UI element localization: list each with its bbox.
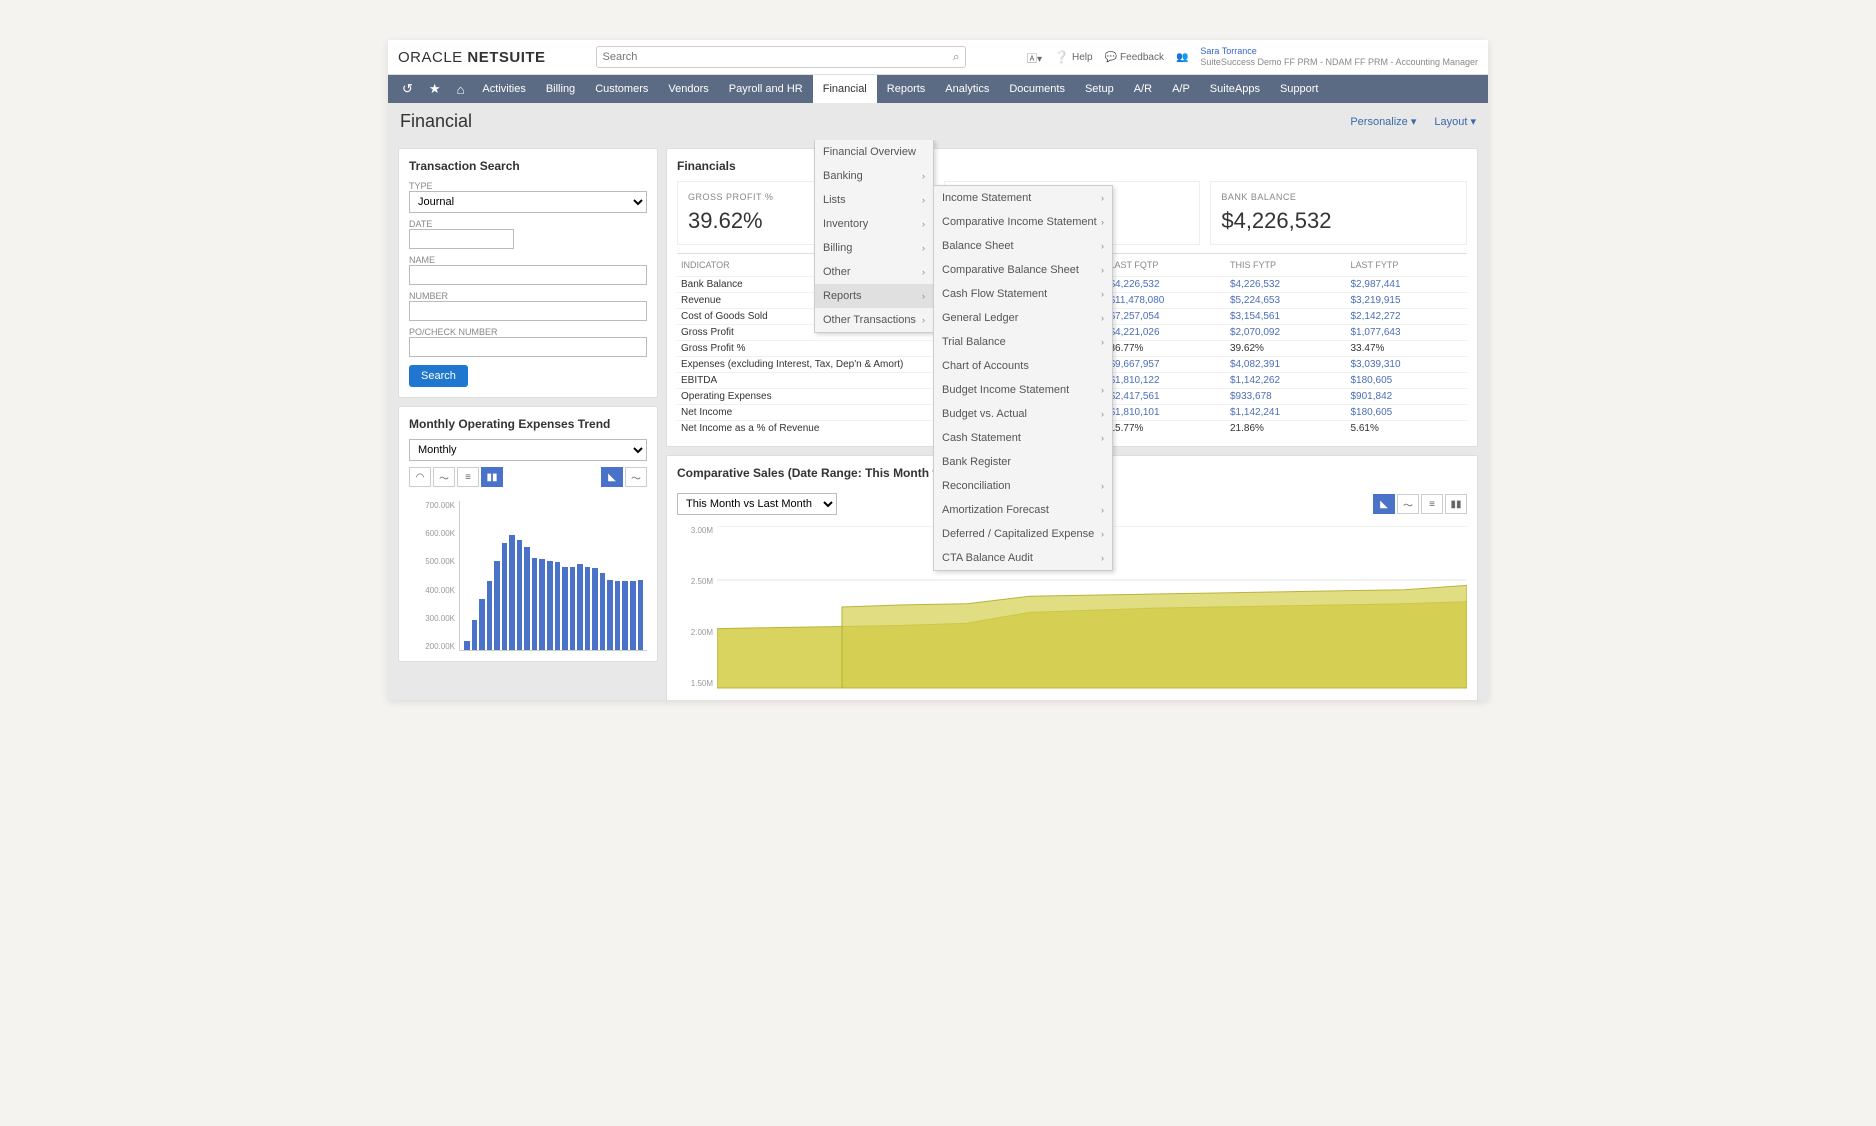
menu-reports[interactable]: Reports› xyxy=(815,284,933,308)
user-role: SuiteSuccess Demo FF PRM - NDAM FF PRM -… xyxy=(1200,57,1478,68)
menu-banking[interactable]: Banking› xyxy=(815,164,933,188)
kpi: BANK BALANCE$4,226,532 xyxy=(1210,181,1467,245)
main-nav: ↺ ★ ⌂ ActivitiesBillingCustomersVendorsP… xyxy=(388,75,1488,103)
roles-icon[interactable]: 👥 xyxy=(1176,52,1188,63)
menu-other-transactions[interactable]: Other Transactions› xyxy=(815,308,933,332)
pocheck-input[interactable] xyxy=(409,337,647,357)
chart-area-icon[interactable]: ◠ xyxy=(409,467,431,487)
chart-line2-icon[interactable]: 〜 xyxy=(625,467,647,487)
nav-a-p[interactable]: A/P xyxy=(1162,75,1200,103)
menu-trial-balance[interactable]: Trial Balance› xyxy=(934,330,1112,354)
favorites-icon[interactable]: ★ xyxy=(421,81,449,97)
nav-financial[interactable]: Financial xyxy=(813,75,877,103)
nav-activities[interactable]: Activities xyxy=(472,75,535,103)
name-input[interactable] xyxy=(409,265,647,285)
chart-line-icon[interactable]: 〜 xyxy=(433,467,455,487)
financial-menu: Financial OverviewBanking›Lists›Inventor… xyxy=(814,140,934,333)
menu-general-ledger[interactable]: General Ledger› xyxy=(934,306,1112,330)
menu-cta-balance-audit[interactable]: CTA Balance Audit› xyxy=(934,546,1112,570)
menu-income-statement[interactable]: Income Statement› xyxy=(934,186,1112,210)
global-search: ⌕ xyxy=(596,46,966,68)
feedback-link[interactable]: 💬Feedback xyxy=(1105,52,1164,63)
language-icon[interactable]: 🄰▾ xyxy=(1027,50,1042,65)
page-bar: Financial Personalize ▾ Layout ▾ xyxy=(388,103,1488,140)
menu-bank-register[interactable]: Bank Register xyxy=(934,450,1112,474)
user-name: Sara Torrance xyxy=(1200,46,1478,57)
menu-billing[interactable]: Billing› xyxy=(815,236,933,260)
nav-payroll-and-hr[interactable]: Payroll and HR xyxy=(719,75,813,103)
nav-support[interactable]: Support xyxy=(1270,75,1329,103)
dashboard-body: Financial OverviewBanking›Lists›Inventor… xyxy=(388,140,1488,700)
personalize-link[interactable]: Personalize ▾ xyxy=(1350,115,1416,128)
menu-reconciliation[interactable]: Reconciliation› xyxy=(934,474,1112,498)
reports-submenu: Income Statement›Comparative Income Stat… xyxy=(933,185,1113,571)
nav-vendors[interactable]: Vendors xyxy=(658,75,718,103)
menu-deferred-capitalized-expense[interactable]: Deferred / Capitalized Expense› xyxy=(934,522,1112,546)
menu-cash-statement[interactable]: Cash Statement› xyxy=(934,426,1112,450)
menu-lists[interactable]: Lists› xyxy=(815,188,933,212)
home-icon[interactable]: ⌂ xyxy=(449,82,473,97)
card-title: Transaction Search xyxy=(409,159,647,173)
number-input[interactable] xyxy=(409,301,647,321)
date-input[interactable] xyxy=(409,229,514,249)
chart-bar-icon[interactable]: ▮▮ xyxy=(481,467,503,487)
chart-line-icon[interactable]: 〜 xyxy=(1397,494,1419,514)
chart-bar-icon[interactable]: ▮▮ xyxy=(1445,494,1467,514)
help-link[interactable]: ❔Help xyxy=(1054,50,1093,64)
menu-balance-sheet[interactable]: Balance Sheet› xyxy=(934,234,1112,258)
logo: ORACLE NETSUITE xyxy=(398,49,546,66)
menu-inventory[interactable]: Inventory› xyxy=(815,212,933,236)
expenses-trend-card: Monthly Operating Expenses Trend Monthly… xyxy=(398,406,658,662)
menu-budget-vs-actual[interactable]: Budget vs. Actual› xyxy=(934,402,1112,426)
menu-comparative-balance-sheet[interactable]: Comparative Balance Sheet› xyxy=(934,258,1112,282)
menu-financial-overview[interactable]: Financial Overview xyxy=(815,140,933,164)
search-icon[interactable]: ⌕ xyxy=(953,50,960,65)
sales-period-select[interactable]: This Month vs Last Month xyxy=(677,493,837,515)
app-window: ORACLE NETSUITE ⌕ 🄰▾ ❔Help 💬Feedback 👥 S… xyxy=(388,40,1488,700)
nav-analytics[interactable]: Analytics xyxy=(935,75,999,103)
menu-other[interactable]: Other› xyxy=(815,260,933,284)
history-icon[interactable]: ↺ xyxy=(394,81,421,97)
search-input[interactable] xyxy=(596,46,966,68)
menu-amortization-forecast[interactable]: Amortization Forecast› xyxy=(934,498,1112,522)
type-select[interactable]: Journal xyxy=(409,191,647,213)
card-title: Monthly Operating Expenses Trend xyxy=(409,417,647,431)
user-block[interactable]: Sara Torrance SuiteSuccess Demo FF PRM -… xyxy=(1200,46,1478,68)
chart-area-icon[interactable]: ◣ xyxy=(1373,494,1395,514)
layout-link[interactable]: Layout ▾ xyxy=(1434,115,1476,128)
nav-customers[interactable]: Customers xyxy=(585,75,658,103)
transaction-search-card: Transaction Search TYPE Journal DATE NAM… xyxy=(398,148,658,398)
nav-suiteapps[interactable]: SuiteApps xyxy=(1200,75,1270,103)
nav-billing[interactable]: Billing xyxy=(536,75,585,103)
nav-setup[interactable]: Setup xyxy=(1075,75,1124,103)
chart-area2-icon[interactable]: ◣ xyxy=(601,467,623,487)
menu-comparative-income-statement[interactable]: Comparative Income Statement› xyxy=(934,210,1112,234)
period-select[interactable]: Monthly xyxy=(409,439,647,461)
nav-documents[interactable]: Documents xyxy=(999,75,1075,103)
nav-a-r[interactable]: A/R xyxy=(1124,75,1162,103)
menu-budget-income-statement[interactable]: Budget Income Statement› xyxy=(934,378,1112,402)
page-title: Financial xyxy=(400,111,472,132)
menu-chart-of-accounts[interactable]: Chart of Accounts xyxy=(934,354,1112,378)
bar-chart xyxy=(459,501,647,651)
header: ORACLE NETSUITE ⌕ 🄰▾ ❔Help 💬Feedback 👥 S… xyxy=(388,40,1488,75)
menu-cash-flow-statement[interactable]: Cash Flow Statement› xyxy=(934,282,1112,306)
nav-reports[interactable]: Reports xyxy=(877,75,936,103)
chart-list-icon[interactable]: ≡ xyxy=(1421,494,1443,514)
search-button[interactable]: Search xyxy=(409,365,468,387)
chart-list-icon[interactable]: ≡ xyxy=(457,467,479,487)
card-title: Financials xyxy=(677,159,1467,173)
